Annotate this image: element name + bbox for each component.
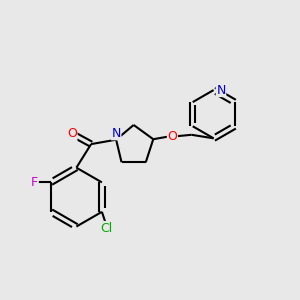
Text: Cl: Cl <box>100 221 112 235</box>
Text: F: F <box>31 176 38 189</box>
Text: N: N <box>216 83 226 97</box>
Text: O: O <box>67 127 77 140</box>
Text: O: O <box>167 130 177 143</box>
Text: N: N <box>112 127 121 140</box>
